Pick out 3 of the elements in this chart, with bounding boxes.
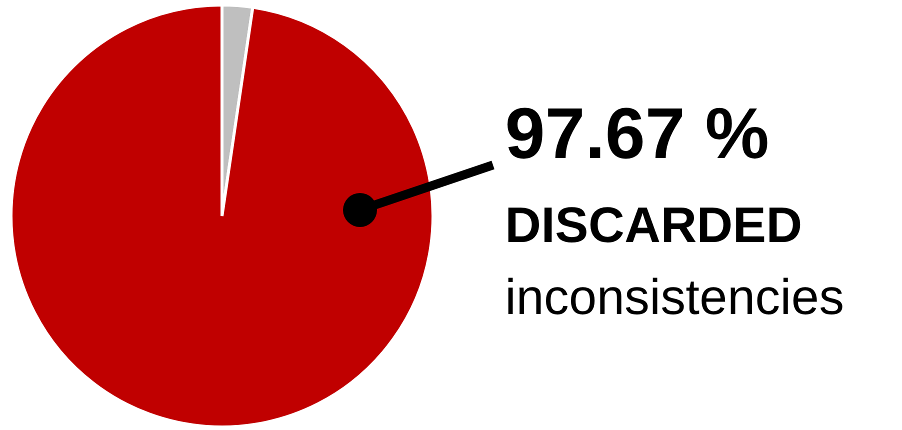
data-label: 97.67 % (505, 94, 770, 174)
text: inconsistencies (505, 269, 844, 325)
slice-label: DISCARDED (505, 197, 802, 253)
